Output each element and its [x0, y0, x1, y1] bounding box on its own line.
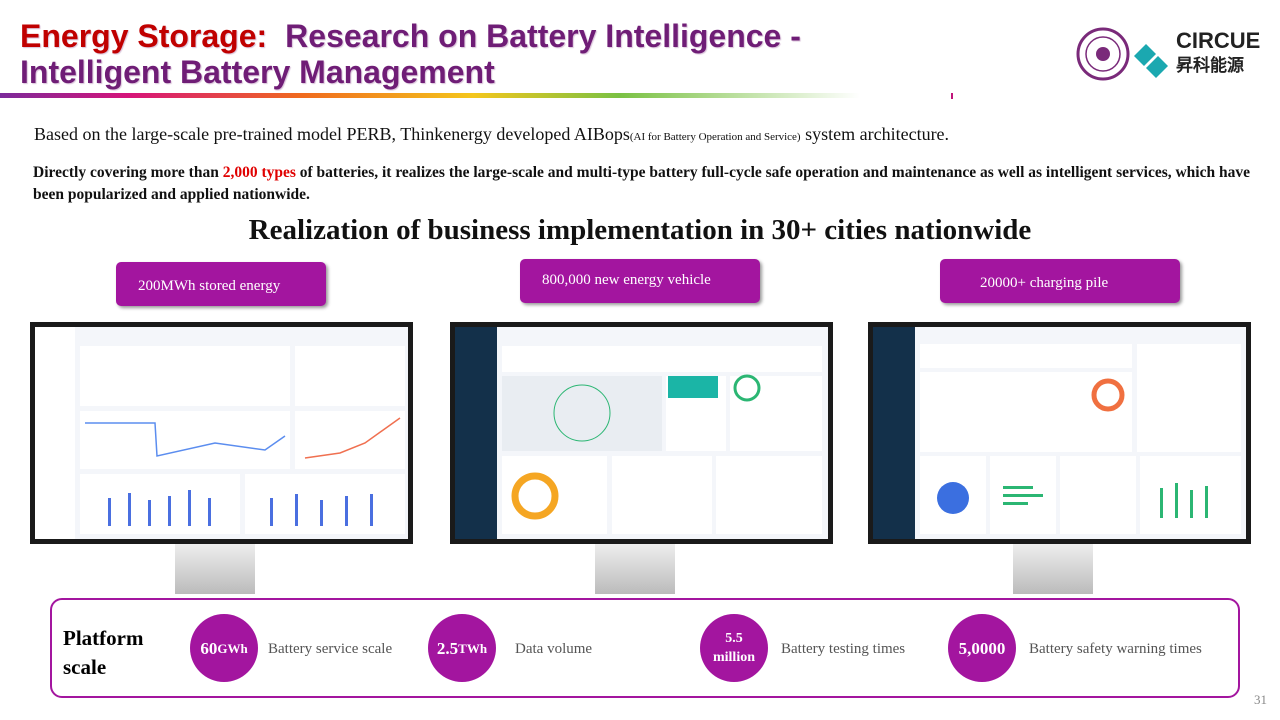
stat-value: 5.5 million [712, 631, 755, 665]
platform-title: Platform scale [63, 626, 144, 679]
tick [951, 93, 953, 99]
intro-small: (AI for Battery Operation and Service) [629, 131, 801, 143]
stat-unit: TWh [458, 640, 488, 656]
title-prefix: Energy Storage: [20, 18, 268, 54]
monitors [30, 322, 1251, 594]
intro-text: Based on the large-scale pre-trained mod… [34, 124, 630, 144]
stat-label: Battery safety warning times [1029, 641, 1202, 657]
stat-unit: GWh [217, 640, 248, 656]
title-main: Research on Battery Intelligence - [285, 18, 801, 54]
monitor [868, 322, 1251, 594]
stat-value: 2.5 [436, 638, 459, 658]
coverage: Directly covering more than 2,000 types … [33, 162, 1263, 206]
stat-value: 60 [200, 638, 218, 658]
monitor [450, 322, 833, 594]
stat-circle: 5,0000 [948, 614, 1016, 682]
logo-name: CIRCUE [1176, 28, 1260, 53]
stat-circle: 60 GWh [190, 614, 258, 682]
coverage-highlight: 2,000 types [222, 164, 296, 181]
stat-circle: 2.5 TWh [428, 614, 496, 682]
heading: Realization of business implementation i… [248, 214, 1032, 246]
coverage-text: Directly covering more than [33, 164, 223, 181]
tag-text: 20000+ charging pile [980, 275, 1109, 291]
monitor [30, 322, 413, 594]
stat-label: Data volume [515, 641, 593, 657]
page-number: 31 [1254, 692, 1267, 707]
stat-circle: 5.5 million [700, 614, 768, 682]
title: Energy Storage: Research on Battery Intel… [20, 18, 801, 90]
tag: 800,000 new energy vehicle [520, 259, 760, 303]
intro: Based on the large-scale pre-trained mod… [34, 124, 949, 145]
logo-cn: 昇科能源 [1176, 55, 1244, 76]
logo: CIRCUE 昇科能源 [1076, 27, 1260, 81]
platform-box [50, 598, 1240, 698]
coverage-text: of batteries, it realizes the large-scal… [33, 164, 1250, 203]
stat-value: 5,0000 [958, 638, 1006, 658]
rainbow-rule [0, 93, 860, 98]
intro-text: system architecture. [800, 124, 950, 144]
tag-text: 800,000 new energy vehicle [542, 272, 711, 288]
stat-label: Battery testing times [781, 641, 906, 657]
title-line2: Intelligent Battery Management [20, 54, 495, 90]
tag: 200MWh stored energy [116, 262, 326, 306]
tag: 20000+ charging pile [940, 259, 1180, 303]
stat-label: Battery service scale [268, 641, 393, 657]
tag-text: 200MWh stored energy [138, 278, 281, 294]
